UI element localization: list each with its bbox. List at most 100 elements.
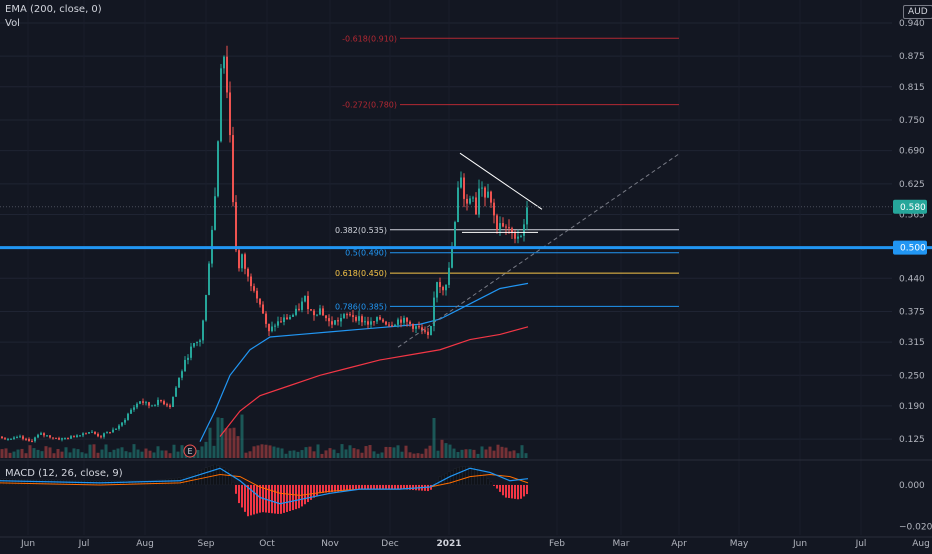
candle-body (232, 135, 234, 203)
fib-level-label: 0.786(0.385) (335, 302, 387, 311)
candle-body (184, 359, 186, 372)
macd-histogram-bar (135, 480, 139, 486)
volume-bar (320, 453, 324, 458)
volume-bar (68, 452, 72, 458)
volume-bar (40, 451, 44, 458)
macd-histogram-bar (298, 484, 300, 509)
support-price-badge (893, 240, 927, 255)
candle-body (427, 331, 429, 336)
candle-body (328, 318, 330, 322)
candle-body (133, 407, 135, 410)
candle-body (499, 223, 501, 230)
volume-bar (204, 441, 208, 458)
candle-body (199, 340, 201, 342)
earnings-marker-circle (183, 444, 197, 458)
candle-body (172, 396, 174, 408)
macd-histogram-bar (514, 484, 516, 499)
candle-body (478, 188, 480, 215)
volume-bar (160, 450, 164, 458)
volume-bar (416, 453, 420, 458)
macd-histogram-bar (427, 484, 429, 492)
volume-bar (292, 450, 296, 458)
candle-body (97, 433, 99, 437)
volume-bar (248, 451, 252, 458)
fib-level-label: -0.618(0.910) (342, 34, 397, 43)
candle-body (4, 438, 6, 440)
volume-bar (284, 453, 288, 458)
volume-bar (244, 452, 248, 458)
candle-body (22, 436, 24, 439)
macd-histogram-bar (406, 484, 408, 490)
x-tick-label: 2021 (436, 539, 461, 549)
candle-body (178, 377, 180, 388)
macd-histogram-bar (355, 484, 357, 490)
candle-body (196, 341, 198, 344)
volume-bar (4, 448, 8, 458)
candle-body (55, 437, 57, 439)
candle-body (235, 202, 237, 251)
x-tick-label: Jun (20, 539, 35, 549)
volume-bar (340, 444, 344, 458)
macd-histogram-bar (505, 484, 507, 498)
macd-histogram-bar (508, 484, 510, 499)
candle-body (148, 402, 150, 406)
candle-body (385, 321, 387, 325)
volume-bar (512, 450, 516, 458)
volume-bar (404, 445, 408, 458)
candle-body (322, 308, 324, 316)
volume-bar (148, 450, 152, 458)
volume-bar (72, 448, 76, 458)
candle-body (112, 429, 114, 433)
macd-signal-line (0, 474, 529, 496)
macd-histogram-bar (231, 481, 235, 486)
candle-body (190, 346, 192, 358)
y-tick-label: 0.565 (899, 210, 925, 220)
volume-bar (52, 453, 56, 458)
candle-body (301, 301, 303, 310)
candle-body (376, 317, 378, 322)
volume-bar (380, 452, 384, 458)
y-tick-label: 0.750 (899, 116, 925, 126)
currency-badge[interactable]: AUD (903, 5, 932, 19)
candle-body (472, 197, 474, 199)
macd-histogram-bar (126, 480, 130, 486)
macd-histogram-bar (256, 484, 258, 514)
macd-histogram-bar (331, 484, 333, 493)
candle-body (205, 294, 207, 321)
y-tick-label: 0.440 (899, 274, 925, 284)
volume-bar (440, 439, 444, 458)
candle-body (88, 432, 90, 434)
candle-body (139, 401, 141, 404)
macd-histogram-bar (129, 480, 133, 486)
macd-histogram-bar (123, 480, 127, 486)
candle-body (454, 222, 456, 248)
macd-histogram-bar (201, 468, 205, 486)
macd-histogram-bar (400, 484, 402, 490)
triangle-upper-line (459, 152, 543, 210)
volume-bar (392, 447, 396, 458)
volume-bar (212, 445, 216, 458)
macd-histogram-bar (33, 479, 37, 486)
candle-body (292, 314, 294, 317)
x-tick-label: Aug (136, 539, 154, 549)
candle-body (274, 325, 276, 327)
candle-body (259, 298, 261, 305)
macd-histogram-bar (228, 470, 232, 486)
candle-body (334, 320, 336, 325)
macd-histogram-bar (268, 484, 270, 513)
ema-short-line (199, 282, 529, 442)
volume-bar (272, 446, 276, 458)
candle-body (394, 324, 396, 327)
y-tick-label: 0.375 (899, 307, 925, 317)
macd-histogram-bar (183, 476, 187, 486)
candle-body (523, 224, 525, 236)
volume-bar (92, 444, 96, 458)
candle-body (136, 403, 138, 408)
macd-histogram-bar (280, 484, 282, 514)
candle-body (85, 433, 87, 435)
volume-bar (396, 445, 400, 458)
macd-histogram-bar (471, 466, 475, 486)
volume-bar (276, 447, 280, 458)
